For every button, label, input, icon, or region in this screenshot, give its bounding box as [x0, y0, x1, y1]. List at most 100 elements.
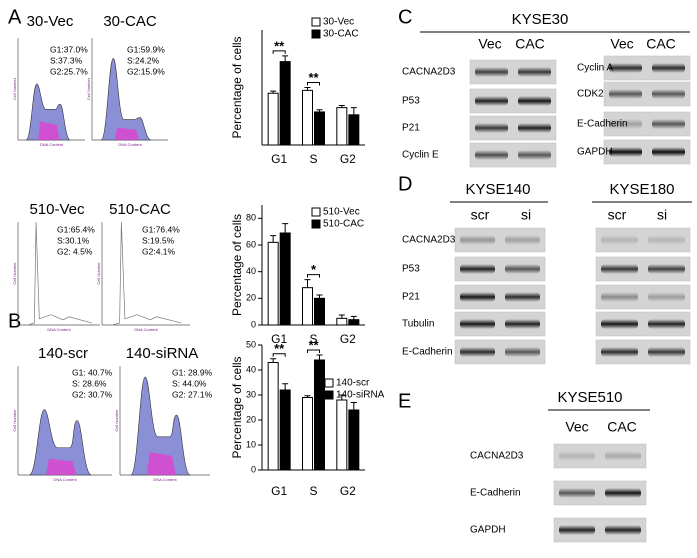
blot-row: Tubulin	[402, 319, 434, 330]
flow-title: 140-scr	[38, 345, 88, 362]
bar	[348, 319, 360, 326]
bar	[302, 397, 313, 471]
flow-stat: S:24.2%	[127, 55, 160, 65]
blot-row: P21	[402, 123, 420, 134]
flow-y-label: Cell Number	[86, 77, 91, 100]
y-tick-label: 60	[246, 239, 256, 249]
blot-row: CACNA2D3	[402, 67, 456, 78]
flow-stat: G1:65.4%	[57, 224, 95, 234]
x-tick-label: S	[309, 484, 317, 498]
error-bar	[304, 279, 311, 288]
significance: **	[274, 341, 285, 356]
error-bar	[316, 109, 323, 112]
blot-title: KYSE180	[609, 181, 674, 198]
significance-bracket	[272, 50, 286, 54]
blot-band	[609, 119, 642, 129]
bar	[314, 359, 325, 471]
legend-swatch	[311, 207, 321, 217]
blot-column: si	[657, 207, 667, 223]
blot-band	[505, 264, 540, 274]
bar	[302, 287, 313, 326]
blot-row: GAPDH	[577, 147, 613, 158]
blot-band	[601, 264, 638, 274]
blot-band	[559, 525, 595, 535]
legend-swatch	[324, 378, 334, 388]
flow-x-label: DNA Content	[118, 142, 142, 147]
blot-band	[505, 347, 540, 357]
significance-bracket	[307, 274, 320, 278]
blot-band	[475, 96, 508, 106]
y-axis-label: Percentage of cells	[230, 356, 244, 458]
flow-s-phase	[38, 121, 60, 140]
panel-label: E	[398, 390, 411, 412]
flow-stat: S:37.3%	[50, 55, 83, 65]
significance-bracket	[272, 353, 286, 357]
panel-label: B	[8, 310, 21, 332]
blot-band	[648, 235, 685, 245]
bar	[267, 241, 279, 326]
y-axis-label: Percentage of cells	[230, 214, 244, 316]
bar	[336, 399, 348, 471]
flow-histogram	[100, 58, 152, 141]
legend-swatch	[311, 17, 321, 27]
flow-y-label: Cell Number	[114, 409, 119, 432]
legend-label: 30-Vec	[323, 17, 354, 28]
flow-stat: S: 44.0%	[172, 378, 207, 388]
x-tick-label: G1	[271, 484, 287, 498]
flow-x-label: DNA Content	[53, 477, 77, 482]
blot-row: CACNA2D3	[402, 235, 456, 246]
error-bar	[338, 314, 345, 319]
x-tick-label: S	[309, 152, 317, 166]
legend-swatch	[311, 219, 321, 229]
error-bar	[304, 87, 311, 91]
blot-column: CAC	[646, 36, 676, 52]
blot-row: E-Cadherin	[577, 119, 628, 130]
blot-band	[601, 235, 638, 245]
blot-band	[652, 89, 685, 99]
blot-column: scr	[471, 207, 490, 223]
blot-row: P53	[402, 264, 420, 275]
flow-title: 140-siRNA	[126, 345, 199, 362]
panel-label: A	[8, 6, 22, 28]
error-bar	[270, 358, 277, 363]
blot-band	[518, 123, 551, 133]
flow-stat: G1: 28.9%	[172, 367, 213, 377]
flow-y-label: Cell Number	[12, 77, 17, 100]
y-axis-label: Percentage of cells	[230, 36, 244, 138]
bar	[336, 317, 348, 326]
blot-title: KYSE140	[465, 181, 530, 198]
error-bar	[338, 394, 345, 400]
legend-label: 510-Vec	[323, 207, 360, 218]
blot-title: KYSE30	[512, 11, 569, 28]
blot-band	[652, 119, 685, 129]
blot-band	[460, 235, 495, 245]
flow-x-label: DNA Content	[134, 327, 158, 332]
bar	[314, 111, 325, 146]
bar	[267, 362, 279, 471]
blot-band	[648, 347, 685, 357]
bar	[348, 114, 360, 146]
flow-s-phase	[46, 458, 77, 475]
bar	[314, 297, 325, 326]
flow-y-label: Cell Number	[12, 409, 17, 432]
significance-bracket	[307, 82, 320, 86]
error-bar	[282, 55, 289, 62]
flow-title: 30-Vec	[27, 13, 74, 30]
x-tick-label: G1	[271, 332, 287, 346]
blot-row: Cyclin E	[402, 150, 439, 161]
flow-s-phase	[114, 127, 140, 140]
bar	[267, 92, 279, 146]
flow-stat: S:19.5%	[142, 235, 175, 245]
blot-band	[475, 67, 508, 77]
error-bar	[316, 354, 323, 360]
error-bar	[350, 402, 357, 410]
flow-x-label: DNA Content	[47, 327, 71, 332]
flow-histogram	[29, 409, 92, 476]
blot-row: P53	[402, 96, 420, 107]
blot-band	[605, 451, 641, 461]
blot-band	[652, 147, 685, 157]
blot-band	[505, 319, 540, 329]
x-tick-label: G2	[340, 484, 356, 498]
y-tick-label: 20	[246, 414, 256, 424]
